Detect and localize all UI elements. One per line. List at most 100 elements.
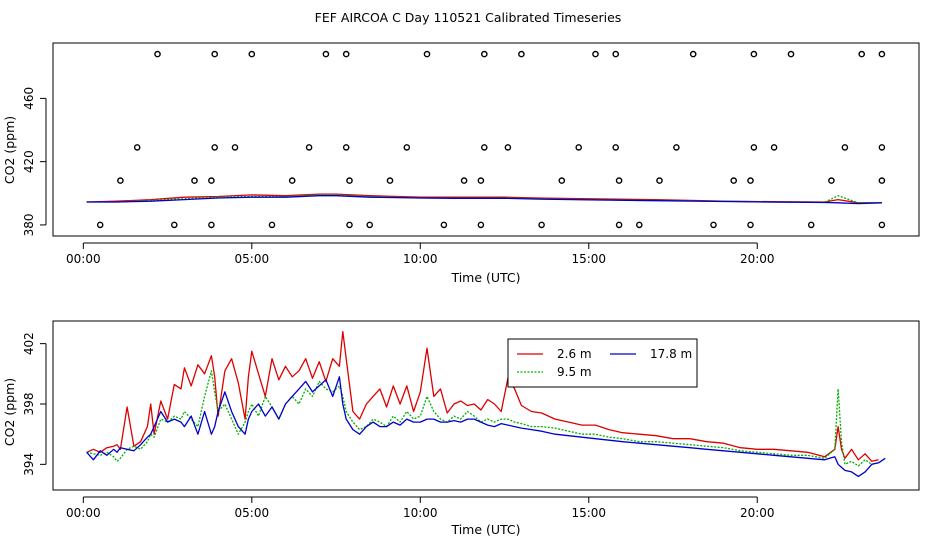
top-calibration-point [191, 177, 198, 184]
top-series-lines [86, 193, 882, 205]
top-calibration-point [480, 144, 488, 151]
top-calibration-point [480, 50, 488, 58]
top-y-tick-label: 420 [22, 150, 36, 173]
bottom-series-9-5-m [86, 370, 879, 467]
top-calibration-point [305, 144, 313, 151]
bottom-x-axis: 00:00 05:00 10:00 15:00 20:00 [66, 496, 775, 520]
top-calibration-point [342, 144, 350, 151]
top-calibration-point [878, 50, 886, 58]
top-calibration-point [612, 144, 620, 151]
top-calibration-point [689, 50, 697, 58]
top-calibration-point [612, 50, 620, 58]
bottom-x-tick-label: 05:00 [235, 506, 270, 520]
top-x-tick-label: 05:00 [235, 252, 270, 266]
top-calibration-point [346, 221, 353, 229]
bottom-x-tick-label: 15:00 [571, 506, 606, 520]
top-calibration-point [154, 50, 161, 58]
top-calibration-point [423, 50, 431, 58]
top-calibration-point [211, 144, 218, 151]
top-calibration-point [615, 177, 623, 184]
top-calibration-point [342, 50, 350, 58]
bottom-y-axis: 394 398 402 [22, 332, 47, 476]
top-calibration-point [807, 221, 815, 229]
bottom-x-axis-label: Time (UTC) [450, 522, 520, 537]
figure-title: FEF AIRCOA C Day 110521 Calibrated Times… [315, 10, 622, 25]
top-calibration-point [211, 50, 218, 58]
top-calibration-point [538, 221, 545, 229]
top-calibration-point [170, 221, 178, 229]
top-calibration-point [878, 177, 886, 184]
top-calibration-point [656, 177, 663, 184]
top-x-axis-label: Time (UTC) [450, 270, 520, 285]
top-calibration-point [841, 144, 849, 151]
top-calibration-point [386, 177, 394, 184]
legend-label-2-6m: 2.6 m [557, 347, 592, 361]
bottom-y-axis-label: CO2 (ppm) [2, 378, 17, 446]
top-calibration-point [770, 144, 778, 151]
top-calibration-points [96, 50, 886, 229]
top-y-tick-label: 380 [22, 213, 36, 236]
bottom-series-lines [86, 330, 886, 478]
top-calibration-point [117, 177, 124, 184]
top-panel: 00:00 05:00 10:00 15:00 20:00 380 420 460 Time… [2, 42, 920, 285]
top-y-axis-label: CO2 (ppm) [2, 116, 17, 184]
top-calibration-point [747, 221, 754, 229]
top-calibration-point [248, 50, 256, 58]
top-calibration-point [878, 144, 886, 151]
top-y-tick-label: 460 [22, 87, 36, 110]
top-calibration-point [504, 144, 512, 151]
top-calibration-point [575, 144, 583, 151]
bottom-x-tick-label: 00:00 [66, 506, 101, 520]
top-calibration-point [133, 144, 141, 151]
top-calibration-point [673, 144, 680, 151]
top-calibration-point [750, 50, 758, 58]
top-calibration-point [460, 177, 468, 184]
top-x-tick-label: 10:00 [403, 252, 438, 266]
top-calibration-point [208, 221, 215, 229]
top-calibration-point [828, 177, 835, 184]
top-calibration-point [710, 221, 717, 229]
top-calibration-point [96, 221, 104, 229]
legend-label-9-5m: 9.5 m [557, 365, 592, 379]
top-x-tick-label: 15:00 [571, 252, 606, 266]
top-y-axis: 380 420 460 [22, 87, 47, 236]
bottom-y-tick-label: 398 [22, 393, 36, 416]
top-calibration-point [268, 221, 276, 229]
top-calibration-point [787, 50, 795, 58]
top-plot-frame [52, 42, 920, 237]
top-calibration-point [592, 50, 599, 58]
top-calibration-point [322, 50, 330, 58]
top-calibration-point [730, 177, 738, 184]
top-calibration-point [346, 177, 353, 184]
bottom-y-tick-label: 394 [22, 453, 36, 476]
top-calibration-point [558, 177, 566, 184]
top-x-tick-label: 00:00 [66, 252, 101, 266]
top-calibration-point [208, 177, 215, 184]
bottom-plot-frame [52, 320, 920, 491]
top-calibration-point [858, 50, 866, 58]
legend-box [507, 338, 698, 388]
top-calibration-point [518, 50, 525, 58]
top-calibration-point [477, 221, 485, 229]
bottom-y-tick-label: 402 [22, 332, 36, 355]
top-x-tick-label: 20:00 [740, 252, 775, 266]
bottom-x-tick-label: 20:00 [740, 506, 775, 520]
top-calibration-point [366, 221, 374, 229]
bottom-panel: 00:00 05:00 10:00 15:00 20:00 394 398 402 Time… [2, 320, 920, 537]
top-calibration-point [440, 221, 448, 229]
top-calibration-point [615, 221, 623, 229]
bottom-x-tick-label: 10:00 [403, 506, 438, 520]
legend-label-17-8m: 17.8 m [650, 347, 692, 361]
top-calibration-point [288, 177, 296, 184]
legend: 2.6 m 17.8 m 9.5 m [507, 338, 698, 388]
top-series-17-8-m [86, 195, 882, 205]
top-calibration-point [231, 144, 239, 151]
top-x-axis: 00:00 05:00 10:00 15:00 20:00 [66, 242, 775, 266]
top-calibration-point [747, 177, 754, 184]
top-calibration-point [403, 144, 411, 151]
top-calibration-point [477, 177, 485, 184]
top-calibration-point [878, 221, 886, 229]
top-calibration-point [636, 221, 643, 229]
bottom-series-17-8-m [86, 376, 886, 478]
